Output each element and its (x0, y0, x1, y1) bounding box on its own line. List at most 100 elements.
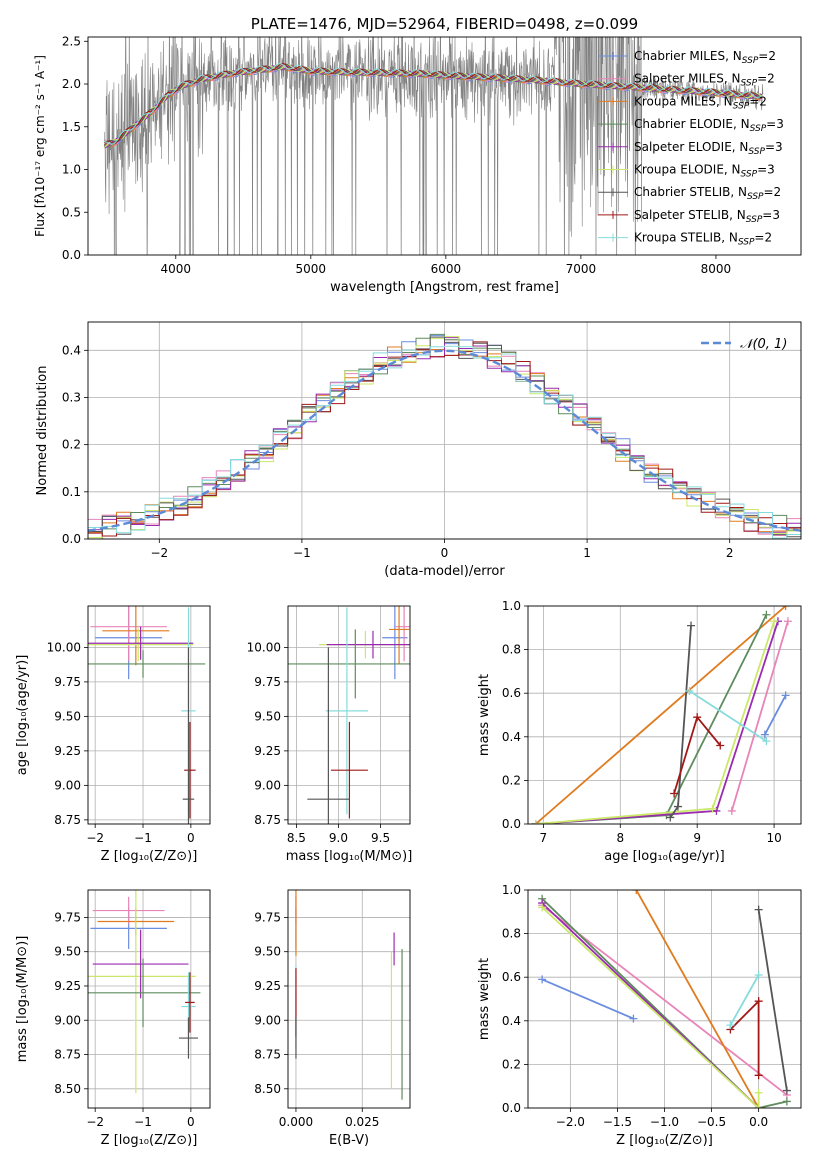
series-line (541, 906, 760, 1108)
residual-histogram (88, 345, 801, 539)
legend-sub: SSP (738, 238, 755, 248)
weight-series (685, 687, 771, 746)
legend-suffix: =3 (766, 117, 784, 131)
data-point (687, 621, 696, 630)
y-tick-label: 0.2 (502, 773, 521, 787)
data-point (770, 617, 779, 626)
x-tick-label: 8.5 (287, 831, 306, 845)
x-tick-label: −0.5 (697, 1115, 726, 1129)
y-tick-label: 1.0 (502, 599, 521, 613)
panel-mass-vs-EBV: 0.000 0.025 8.50 8.75 9.00 9.25 9.50 9.75 E(B-V) (254, 889, 411, 1148)
x-axis-label: E(B-V) (329, 1133, 369, 1148)
y-tick-label: 9.25 (54, 979, 81, 993)
weight-series (666, 621, 696, 822)
legend-label: Chabrier MILES, N (634, 49, 742, 63)
errorbar-point (184, 721, 196, 819)
data-point (762, 610, 771, 619)
legend-sub: SSP (742, 56, 759, 66)
plot-area (88, 333, 801, 539)
y-tick-label: 0.1 (62, 485, 81, 499)
y-tick-label: 2.0 (62, 77, 81, 91)
y-tick-label: 0.6 (502, 970, 521, 984)
x-axis-label: wavelength [Angstrom, rest frame] (330, 280, 559, 295)
y-tick-label: 0.4 (502, 730, 521, 744)
errorbar-point (325, 607, 368, 815)
weight-series (726, 997, 763, 1080)
weight-series (727, 617, 792, 815)
x-tick-label: 1 (583, 546, 591, 560)
x-axis-label: Z [log₁₀(Z/Z⊙)] (616, 1133, 713, 1148)
legend-label: Kroupa STELIB, N (634, 231, 738, 245)
axes-frame (527, 605, 802, 825)
errorbar-point (326, 630, 410, 659)
x-tick-label: −2 (86, 831, 104, 845)
y-tick-label: 10.00 (47, 640, 81, 654)
series-line (541, 898, 788, 1108)
y-tick-label: 9.00 (254, 1013, 281, 1027)
weight-series (632, 890, 763, 1108)
axes-frame (87, 605, 211, 825)
legend-entry: Salpeter MILES, NSSP=2 (634, 72, 775, 89)
data-point (783, 617, 792, 626)
model-spectrum (104, 65, 763, 149)
data-point (754, 1071, 763, 1080)
legend-entry: Salpeter STELIB, NSSP=3 (634, 208, 780, 225)
x-tick-label: −1 (134, 1115, 152, 1129)
axes-frame (287, 889, 411, 1109)
data-point (754, 971, 763, 980)
legend: 𝒩(0, 1) (701, 337, 787, 352)
data-point (693, 713, 702, 722)
x-tick-label: 5000 (296, 262, 327, 276)
x-tick-label: −2 (86, 1115, 104, 1129)
series-line (729, 974, 760, 1026)
data-point (673, 802, 682, 811)
x-tick-label: 9.0 (329, 831, 348, 845)
y-tick-label: 0.0 (502, 1101, 521, 1115)
errorbar-point (88, 650, 206, 678)
data-point (685, 687, 694, 696)
errorbar-point (102, 606, 170, 666)
y-tick-label: 9.25 (54, 744, 81, 758)
y-tick-label: 8.75 (54, 813, 81, 827)
x-tick-label: −1 (134, 831, 152, 845)
errorbar-point (185, 972, 195, 1033)
errorbar-point (388, 606, 410, 664)
y-tick-label: 0.4 (502, 1014, 521, 1028)
y-axis-label: mass weight (477, 674, 492, 756)
panel-residuals: −2 −1 0 1 2 0.0 0.1 0.2 0.3 0.4 (data-model)/error… (35, 321, 802, 579)
errorbar-point (92, 896, 165, 925)
y-tick-label: 10.00 (247, 640, 281, 654)
y-tick-label: 9.50 (54, 709, 81, 723)
errorbar-point (88, 628, 194, 662)
x-tick-label: 10 (766, 831, 781, 845)
x-tick-label: −2.0 (556, 1115, 585, 1129)
errorbar-point (330, 721, 368, 819)
axes-frame (87, 36, 802, 256)
errorbar-point (288, 629, 410, 699)
legend-sub: SSP (746, 215, 763, 225)
y-tick-label: 8.75 (254, 813, 281, 827)
errorbar-point (88, 890, 196, 1093)
legend-sub: SSP (748, 147, 765, 157)
data-point (782, 1097, 791, 1106)
x-tick-label: −1.0 (650, 1115, 679, 1129)
x-tick-label: 8 (616, 831, 624, 845)
errorbar-point (182, 647, 195, 824)
panel-mass-vs-Z: −2 −1 0 8.50 8.75 9.00 9.25 9.50 9.75 Z [log₁₀(Z/… (15, 889, 211, 1148)
data-point (632, 890, 641, 894)
y-tick-label: 8.50 (254, 1082, 281, 1096)
y-tick-label: 0.3 (62, 390, 81, 404)
legend-entry: Chabrier ELODIE, NSSP=3 (634, 117, 784, 134)
data-point (754, 997, 763, 1006)
x-tick-label: −2 (150, 546, 168, 560)
data-point (670, 789, 679, 798)
data-point (762, 737, 771, 746)
series-line (764, 694, 787, 736)
data-point (781, 606, 790, 610)
y-tick-label: 2.5 (62, 34, 81, 48)
y-axis-label: age [log₁₀(age/yr)] (15, 655, 30, 776)
data-point (666, 813, 675, 822)
legend-label: Salpeter MILES, N (634, 72, 741, 86)
x-tick-label: 0.000 (279, 1115, 313, 1129)
